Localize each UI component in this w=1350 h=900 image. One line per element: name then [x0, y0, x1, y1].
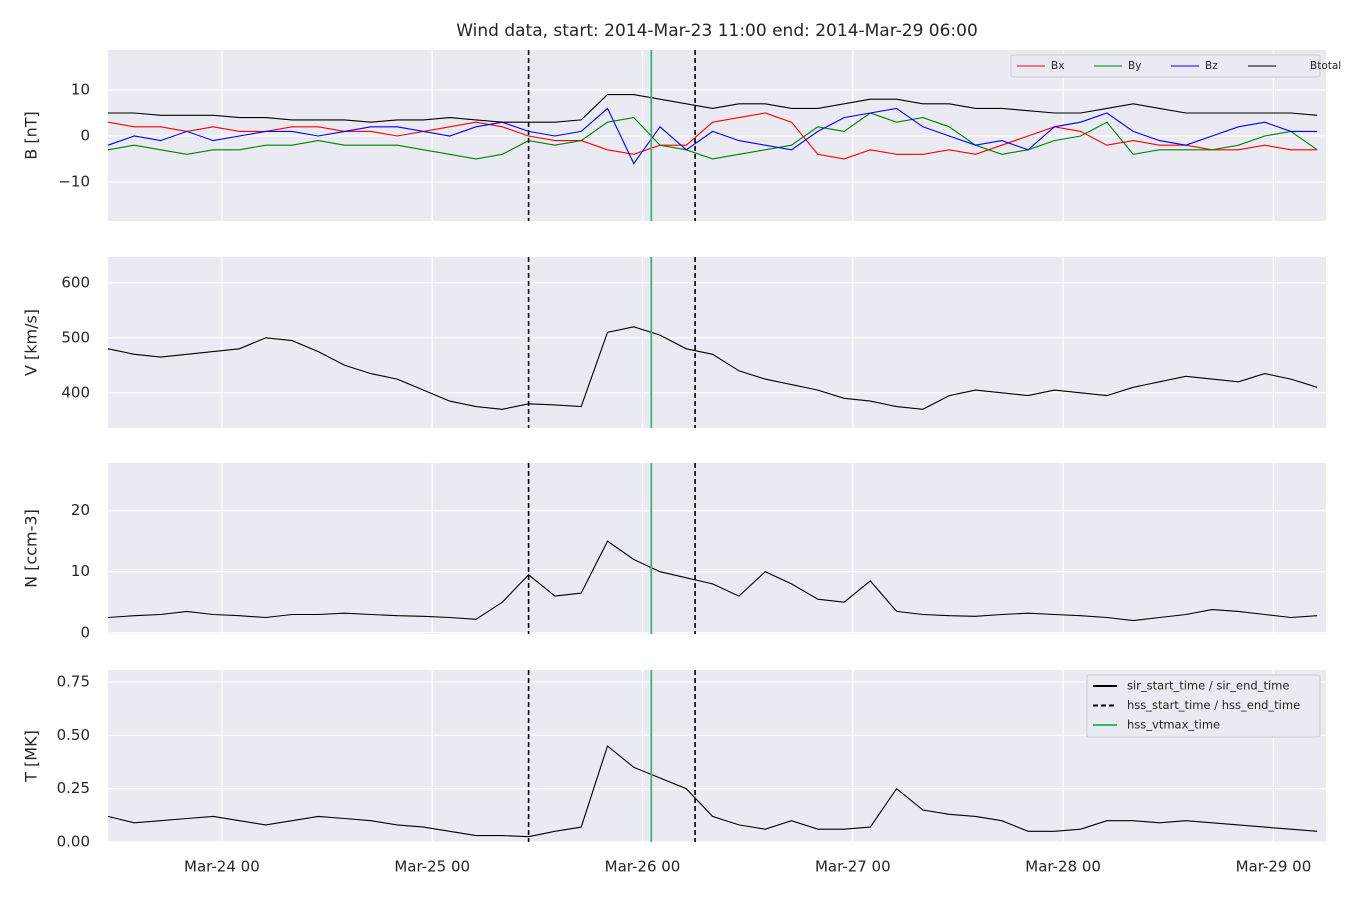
y-tick-label: 10 [71, 80, 90, 98]
panel: −10 0 10 B [nT] Bx By Bz Btotal [22, 50, 1341, 221]
y-axis-label: N [ccm-3] [22, 509, 41, 588]
plot-area [108, 257, 1326, 428]
series-line [107, 745, 1318, 838]
y-axis-label: V [km/s] [22, 309, 41, 376]
plot-area [108, 463, 1326, 634]
x-tick-label: Mar-26 00 [605, 858, 681, 876]
legend-label: Bz [1205, 60, 1218, 72]
y-tick-label: 10 [71, 562, 90, 580]
legend-label: Bx [1051, 60, 1064, 72]
series-line [107, 107, 1318, 165]
y-tick-label: 500 [61, 328, 90, 346]
y-tick-label: −10 [58, 172, 90, 190]
event-legend: sir_start_time / sir_end_time hss_start_t… [1086, 674, 1321, 738]
series-line [107, 540, 1318, 622]
series-line [107, 112, 1318, 160]
series-line [107, 112, 1318, 160]
legend-label: sir_start_time / sir_end_time [1127, 679, 1289, 693]
x-tick-label: Mar-28 00 [1025, 858, 1101, 876]
y-tick-label: 0.00 [57, 833, 90, 851]
series-line [107, 326, 1318, 410]
y-tick-label: 400 [61, 383, 90, 401]
y-tick-label: 0.50 [57, 726, 90, 744]
x-tick-label: Mar-25 00 [394, 858, 470, 876]
legend-label: hss_vtmax_time [1127, 718, 1220, 732]
legend-label: By [1128, 60, 1141, 72]
series-line [108, 94, 1318, 123]
panel: 0 10 20 N [ccm-3] [22, 463, 1326, 641]
legend-box [1086, 674, 1321, 738]
y-axis-label: B [nT] [22, 111, 41, 159]
x-tick-label: Mar-24 00 [184, 858, 260, 876]
legend-box [1010, 54, 1321, 78]
figure-title: Wind data, start: 2014-Mar-23 11:00 end:… [456, 21, 978, 41]
y-tick-label: 0.25 [57, 779, 90, 797]
y-tick-label: 600 [61, 273, 90, 291]
panel: 0.00 0.25 0.50 0.75 T [MK] [22, 670, 1326, 851]
x-tick-label: Mar-29 00 [1236, 858, 1312, 876]
legend-label: hss_start_time / hss_end_time [1127, 698, 1300, 712]
legend: Bx By Bz Btotal [1010, 54, 1341, 78]
y-tick-label: 0 [80, 623, 90, 641]
x-tick-label: Mar-27 00 [815, 858, 891, 876]
panel: 400 500 600 V [km/s] [22, 257, 1326, 428]
y-axis-label: T [MK] [22, 730, 41, 783]
legend-label: Btotal [1310, 60, 1341, 72]
y-tick-label: 0.75 [57, 672, 90, 690]
y-tick-label: 0 [80, 126, 90, 144]
y-tick-label: 20 [71, 501, 90, 519]
